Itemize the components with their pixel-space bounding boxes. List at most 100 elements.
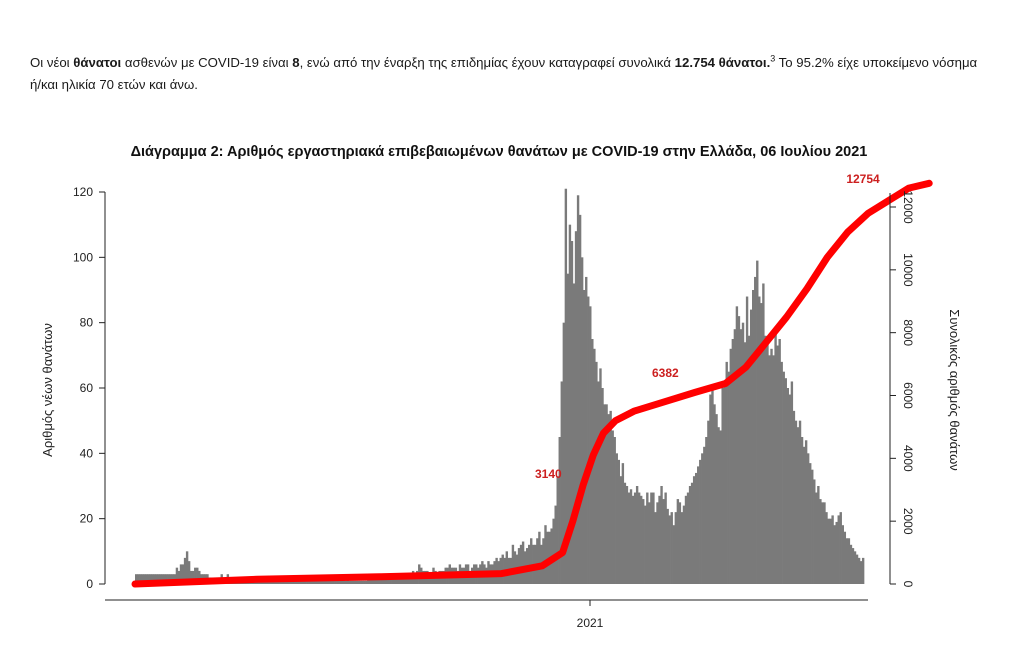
bar (861, 557, 865, 584)
bar (318, 580, 321, 584)
cumulative-annotation: 12754 (846, 172, 880, 186)
bar (605, 404, 608, 584)
summary-text-4: Το 95.2% είχε υποκείμενο νόσημα ή/και ηλ… (30, 55, 978, 92)
bar (375, 577, 378, 584)
bar (546, 531, 549, 584)
bar (731, 339, 735, 584)
bars-layer (135, 188, 865, 585)
bar (599, 368, 602, 584)
bar (356, 580, 360, 584)
bar (556, 476, 559, 584)
bar (139, 574, 142, 584)
bar (802, 446, 806, 584)
bar (281, 580, 284, 584)
bar (348, 580, 352, 584)
bar (342, 580, 346, 584)
bar (723, 381, 726, 584)
bar (813, 479, 816, 584)
bar (837, 515, 840, 584)
bar (642, 499, 645, 584)
bar (580, 257, 584, 584)
bar (743, 342, 747, 584)
bar (859, 561, 863, 584)
bar (821, 502, 824, 584)
bar (572, 283, 576, 584)
bar (301, 580, 305, 584)
bar (377, 577, 380, 584)
left-ticks: 0 20 40 60 80 100 120 (73, 185, 105, 591)
bar (312, 580, 315, 584)
bar (316, 580, 319, 584)
bar (363, 580, 366, 584)
cumulative-annotation: 3140 (535, 467, 562, 481)
bar (151, 574, 154, 584)
bar (336, 580, 339, 584)
bar (576, 195, 580, 584)
bar (680, 512, 684, 584)
summary-bold-new-deaths: 8 (292, 55, 300, 70)
bar (297, 580, 301, 584)
bar (806, 453, 810, 584)
bar (664, 492, 667, 584)
bar (623, 482, 627, 584)
bar (521, 541, 525, 584)
bar (143, 574, 146, 584)
bar (163, 574, 166, 584)
bar (674, 512, 678, 584)
right-tick-label: 8000 (901, 319, 915, 346)
bar (776, 345, 779, 584)
bar (660, 486, 663, 584)
bar (741, 322, 745, 584)
bar (194, 567, 197, 584)
bar (593, 348, 596, 584)
bar (574, 231, 578, 584)
footnote-ref[interactable]: 3 (770, 53, 776, 64)
bar (613, 437, 616, 584)
bar (324, 580, 327, 584)
bar (754, 276, 757, 584)
bar (629, 489, 633, 584)
bar (756, 260, 759, 584)
bar (786, 388, 790, 584)
bar (621, 463, 625, 584)
summary-text-2: ασθενών με COVID-19 είναι (121, 55, 293, 70)
bar (304, 580, 307, 584)
right-y-axis: 0 2000 4000 6000 8000 10000 12000 (889, 190, 915, 588)
bar (389, 577, 392, 584)
bar (717, 427, 720, 584)
bar (825, 512, 828, 584)
left-tick-label: 0 (86, 577, 93, 591)
bar (169, 574, 173, 584)
bar (831, 515, 834, 584)
bar (800, 437, 804, 584)
bar (306, 580, 309, 584)
bar (597, 381, 600, 584)
right-tick-label: 6000 (901, 382, 915, 409)
y-axis-title: Αριθμός νέων θανάτων (40, 323, 55, 457)
bar (780, 361, 783, 584)
bar (652, 492, 655, 584)
bar (501, 554, 504, 584)
bar (678, 502, 682, 584)
bar (352, 580, 356, 584)
bar (766, 339, 769, 584)
bar (847, 538, 851, 584)
bar (511, 544, 515, 584)
bar (833, 525, 836, 584)
bar (627, 492, 631, 584)
bar (536, 538, 539, 584)
right-tick-label: 10000 (901, 253, 915, 287)
bar (289, 580, 293, 584)
left-tick-label: 20 (80, 512, 94, 526)
bar (792, 410, 796, 584)
bar (758, 296, 761, 584)
right-ticks: 0 2000 4000 6000 8000 10000 12000 (890, 190, 915, 588)
cumulative-line (131, 179, 933, 588)
bar (344, 580, 348, 584)
bar (528, 544, 531, 584)
x-ticks: 2021 (577, 600, 604, 630)
bar (552, 518, 555, 584)
summary-bold-total-deaths: 12.754 θάνατοι. (674, 55, 771, 70)
bar (715, 414, 718, 584)
bar (835, 521, 838, 584)
